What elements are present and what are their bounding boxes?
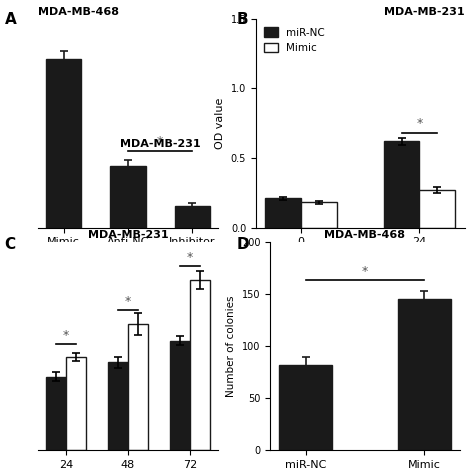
Text: *: *: [125, 295, 131, 308]
Legend: miR-NC, Mimic: miR-NC, Mimic: [261, 24, 328, 56]
Text: *: *: [63, 328, 69, 342]
Bar: [419, 190, 455, 228]
Text: MDA-MB-468: MDA-MB-468: [38, 7, 119, 17]
Bar: [174, 206, 210, 228]
Text: *: *: [362, 265, 368, 278]
Bar: [279, 365, 332, 450]
Text: *: *: [187, 251, 193, 264]
Bar: [110, 165, 146, 228]
Text: *: *: [416, 117, 423, 130]
Text: MDA-MB-231: MDA-MB-231: [120, 139, 201, 149]
Bar: [46, 59, 82, 228]
X-axis label: Hours: Hours: [344, 253, 376, 263]
Bar: [301, 202, 337, 228]
Text: A: A: [5, 12, 17, 27]
Text: MDA-MB-231: MDA-MB-231: [384, 7, 465, 17]
Bar: [384, 141, 419, 228]
Bar: [66, 357, 86, 450]
Bar: [128, 324, 148, 450]
Y-axis label: Number of colonies: Number of colonies: [227, 295, 237, 397]
Text: *: *: [157, 135, 163, 148]
Bar: [108, 363, 128, 450]
Bar: [190, 280, 210, 450]
Title: MDA-MB-468: MDA-MB-468: [325, 229, 405, 239]
Bar: [398, 299, 451, 450]
Bar: [170, 340, 190, 450]
Bar: [265, 198, 301, 228]
Text: B: B: [237, 12, 249, 27]
Title: MDA-MB-231: MDA-MB-231: [88, 229, 168, 239]
Text: D: D: [237, 237, 250, 252]
Text: C: C: [5, 237, 16, 252]
Bar: [46, 377, 66, 450]
Y-axis label: OD value: OD value: [215, 98, 225, 149]
